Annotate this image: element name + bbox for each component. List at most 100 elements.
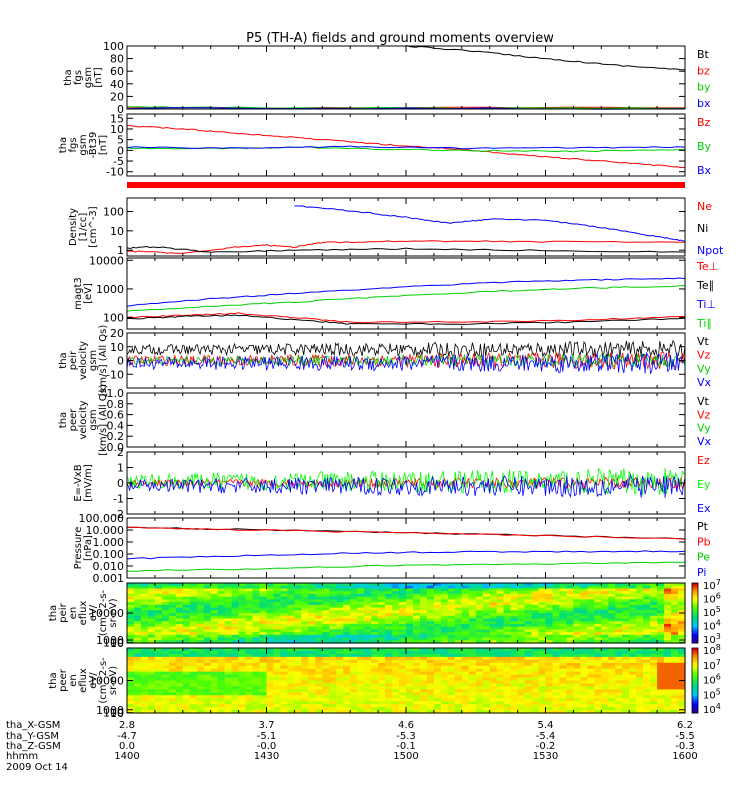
fgs_gsm_zoom-legend-Bz: Bz xyxy=(697,116,711,129)
peer_eflux-colorbar xyxy=(691,647,699,714)
peir_velocity-legend-Vz: Vz xyxy=(697,349,711,362)
chart-title: P5 (TH-A) fields and ground moments over… xyxy=(246,31,554,46)
density-ytick-label: 10 xyxy=(110,225,124,238)
pressure-legend-Pe: Pe xyxy=(697,551,710,564)
fgs_gsm_zoom-ytick-label: 10 xyxy=(110,123,124,136)
peer_velocity-ytick-label: 1.0 xyxy=(107,387,125,400)
density-series-Npot xyxy=(294,205,685,242)
fgs_gsm-ytick-label: 40 xyxy=(110,78,124,91)
fgs_gsm_zoom-ylabel: -Bt39 xyxy=(88,132,99,159)
xaxis-tick-label: 5.4 xyxy=(538,720,554,731)
e_field-series-Ex xyxy=(126,473,686,498)
xaxis-tick-label: -0.3 xyxy=(675,741,695,752)
peer_velocity-ylabel: peer xyxy=(68,408,79,432)
peir_eflux-colorbar xyxy=(691,582,699,644)
temperature-ytick-label: 1000 xyxy=(96,283,124,296)
peer_eflux-ylabel: sr-eV) xyxy=(108,666,119,695)
fgs_gsm_zoom-ytick-label: 5 xyxy=(117,134,124,147)
fgs_gsm_zoom-ytick-label: -5 xyxy=(113,155,124,168)
temperature-series-Ti∥ xyxy=(126,285,686,312)
peer_velocity-ylabel: velocity xyxy=(78,400,89,439)
temperature-series-Ti⊥ xyxy=(126,277,686,307)
peer_velocity-frame xyxy=(126,392,686,448)
peir_velocity-ylabel: tha xyxy=(58,352,69,368)
peir_eflux-colorbar-label: 105 xyxy=(703,605,721,619)
xaxis-tick-label: 1530 xyxy=(533,751,558,762)
fgs_gsm_zoom-ylabel: tha xyxy=(58,137,69,153)
peir_eflux-colorbar-label: 107 xyxy=(703,578,721,592)
pressure-legend-Pt: Pt xyxy=(697,520,709,533)
pressure-ytick-label: 1.000 xyxy=(93,536,125,549)
density-ytick-label: 100 xyxy=(103,206,124,219)
peir_velocity-ytick-label: 20 xyxy=(110,327,124,340)
pressure-series-Pe xyxy=(126,561,686,572)
pressure-ytick-label: 0.010 xyxy=(93,560,125,573)
peir_eflux-ylabel: tha xyxy=(48,605,59,621)
temperature-ytick-label: 10000 xyxy=(89,254,124,267)
fgs_gsm-ytick-label: 60 xyxy=(110,65,124,78)
peer_eflux-ylabel: (cm^2-s- xyxy=(98,657,109,704)
peir_velocity-ylabel: [km/s] (All Qs) xyxy=(98,325,109,397)
peer_eflux-colorbar-label: 104 xyxy=(703,702,721,716)
fgs_gsm-legend-bz: bz xyxy=(697,64,710,77)
peer_velocity-ylabel: tha xyxy=(58,412,69,428)
fgs_gsm-legend-bx: bx xyxy=(697,97,711,110)
pressure-ytick-label: 100.000 xyxy=(79,512,125,525)
temperature-ylabel: [eV] xyxy=(83,283,94,304)
flag-bar xyxy=(127,182,685,188)
peir_eflux-ylabel: eV/ xyxy=(88,604,99,621)
peir_eflux-ytick-label: 1000 xyxy=(96,634,124,647)
pressure-legend-Pi: Pi xyxy=(697,566,706,579)
pressure-ytick-label: 0.100 xyxy=(93,548,125,561)
fgs_gsm-ytick-label: 80 xyxy=(110,53,124,66)
xaxis-tick-label: 4.6 xyxy=(398,720,414,731)
temperature-legend-Ti⊥: Ti⊥ xyxy=(696,298,716,311)
fgs_gsm_zoom-ytick-label: 15 xyxy=(110,112,124,125)
density-ylabel: Density xyxy=(68,208,79,246)
fgs_gsm_zoom-ylabel: gsm xyxy=(78,134,89,155)
peer_velocity-ylabel: gsm xyxy=(88,409,99,430)
e_field-legend-Ez: Ez xyxy=(697,454,710,467)
fgs_gsm_zoom-ytick-label: -10 xyxy=(106,166,124,179)
fgs_gsm_zoom-frame xyxy=(126,113,686,177)
e_field-ytick-label: -1 xyxy=(113,493,124,506)
xaxis-tick-label: 0.0 xyxy=(119,741,135,752)
temperature-legend-Te∥: Te∥ xyxy=(696,279,714,292)
peir_eflux-heatmap xyxy=(127,583,686,644)
e_field-ytick-label: -2 xyxy=(113,508,124,521)
peir_eflux-ylabel: (cm^2-s- xyxy=(98,589,109,636)
peir_eflux-ylabel: peir xyxy=(58,602,69,622)
xaxis-tick-label: 2.8 xyxy=(119,720,135,731)
peir_eflux-ytick-label: 100 xyxy=(103,637,124,650)
peer_velocity-ytick-label: 0.4 xyxy=(107,419,125,432)
xaxis-row-label: tha_Z-GSM xyxy=(6,741,61,752)
peir_velocity-ytick-label: 0 xyxy=(117,355,124,368)
fgs_gsm_zoom-ylabel: [nT] xyxy=(98,135,109,155)
peer_velocity-legend-Vx: Vx xyxy=(697,435,712,448)
fgs_gsm-ytick-label: 100 xyxy=(103,40,124,53)
pressure-series-Pb xyxy=(127,526,686,540)
peir_eflux-ylabel: eflux xyxy=(78,601,89,626)
peer_eflux-ytick-label: 10 xyxy=(110,707,124,720)
pressure-ytick-label: 0.001 xyxy=(93,572,125,585)
peer_eflux-ytick-label: 100 xyxy=(103,707,124,720)
peir_eflux-colorbar-label: 104 xyxy=(703,619,721,633)
peir_velocity-series-Vz xyxy=(126,351,686,370)
pressure-ylabel: Pressure xyxy=(73,527,84,570)
e_field-ytick-label: 1 xyxy=(117,462,124,475)
peir_velocity-ytick-label: 10 xyxy=(110,341,124,354)
xaxis-tick-label: 1400 xyxy=(114,751,139,762)
e_field-ylabel: [mV/m] xyxy=(83,464,94,502)
density-legend-Npot: Npot xyxy=(697,244,724,257)
density-ylabel: [1/cc] xyxy=(78,213,89,242)
peer_velocity-ytick-label: 0.2 xyxy=(107,430,125,443)
density-frame xyxy=(126,197,686,257)
density-legend-Ne: Ne xyxy=(697,200,712,213)
peir_eflux-ytick-label: 10 xyxy=(110,637,124,650)
peer_eflux-colorbar-label: 106 xyxy=(703,673,721,687)
peir_velocity-ylabel: gsm xyxy=(88,350,99,371)
xaxis-tick-label: 6.2 xyxy=(677,720,693,731)
pressure-ytick-label: 10.000 xyxy=(86,524,125,537)
